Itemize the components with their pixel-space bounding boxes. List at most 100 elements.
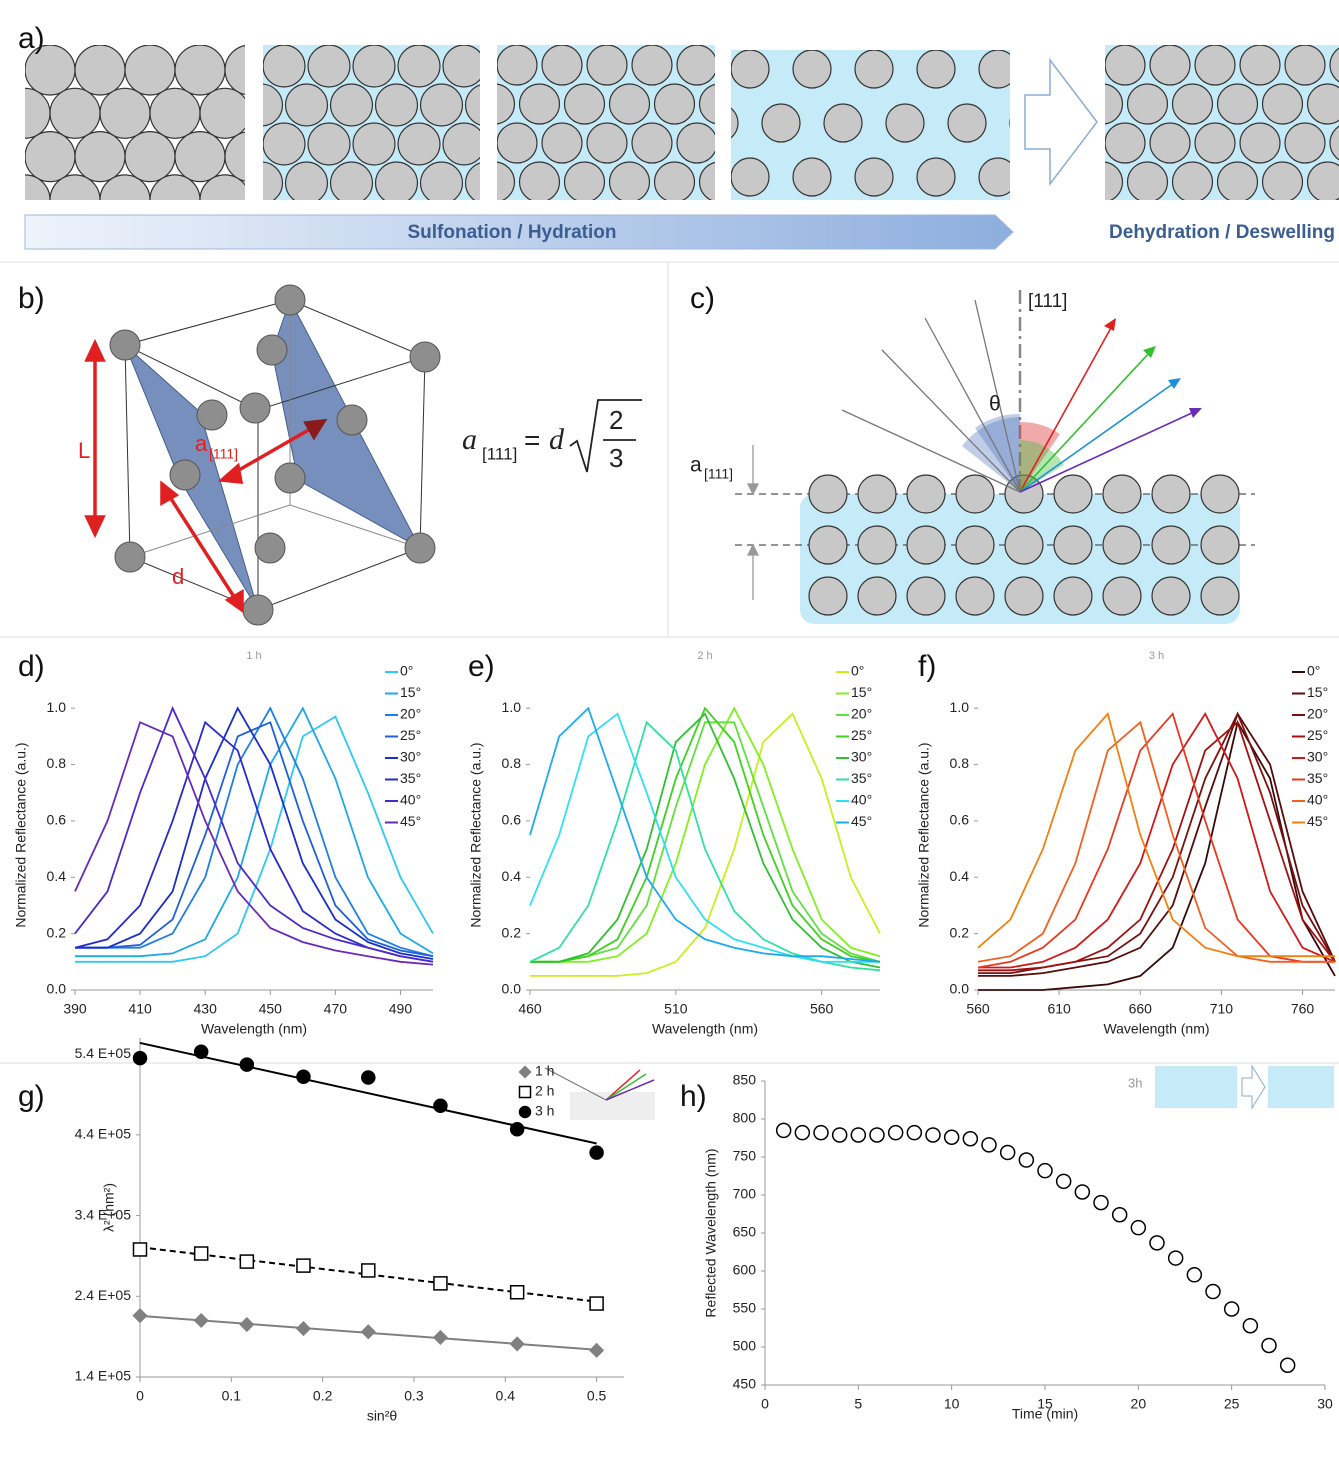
- y-tick-label: 0.2: [950, 924, 970, 940]
- marker: [1206, 1285, 1220, 1299]
- x-tick-label: 0.4: [496, 1388, 516, 1404]
- spectrum-line: [978, 722, 1335, 970]
- legend-label: 20°: [400, 706, 421, 722]
- spectrum-line: [75, 708, 433, 956]
- particle: [907, 526, 945, 564]
- particle: [376, 84, 418, 126]
- particle: [1010, 212, 1048, 250]
- particle: [1005, 577, 1043, 615]
- particle: [0, 88, 50, 138]
- marker: [982, 1138, 996, 1152]
- bragg-diagram: [735, 290, 1255, 624]
- particle: [25, 132, 75, 182]
- edge-label: L: [78, 438, 90, 463]
- particle: [1083, 162, 1123, 202]
- legend-label: 15°: [851, 684, 872, 700]
- x-axis-label: Wavelength (nm): [652, 1021, 758, 1037]
- marker: [590, 1344, 603, 1357]
- particle: [855, 50, 893, 88]
- marker: [1262, 1338, 1276, 1352]
- x-tick-label: 410: [128, 1001, 152, 1017]
- panel-label: b): [18, 282, 45, 315]
- particle: [1105, 123, 1145, 163]
- dehydration-label: Dehydration / Deswelling: [1109, 222, 1335, 243]
- marker: [195, 1314, 208, 1327]
- particle: [241, 84, 283, 126]
- y-tick-label: 0.4: [950, 868, 970, 884]
- y-tick-label: 0.6: [502, 812, 522, 828]
- marker: [362, 1071, 375, 1084]
- spacing-index: [111]: [704, 466, 733, 482]
- particle: [1173, 162, 1213, 202]
- x-tick-label: 610: [1047, 1001, 1071, 1017]
- particle: [587, 123, 627, 163]
- y-axis-label: Normalized Reflectance (a.u.): [468, 742, 484, 927]
- particle: [1285, 45, 1325, 85]
- panel-label: g): [18, 1080, 45, 1113]
- spectrum-line: [75, 708, 433, 962]
- marker: [511, 1123, 524, 1136]
- particle: [907, 475, 945, 513]
- spectrum-line: [978, 714, 1335, 976]
- y-tick-label: 1.0: [47, 699, 67, 715]
- marker: [814, 1126, 828, 1140]
- marker: [240, 1058, 253, 1071]
- particle: [1263, 162, 1303, 202]
- particle: [956, 577, 994, 615]
- x-axis-label: Wavelength (nm): [1103, 1021, 1209, 1037]
- axis-label: [111]: [1028, 291, 1067, 312]
- marker: [134, 1052, 147, 1065]
- marker: [1243, 1319, 1257, 1333]
- inset-g: [545, 1068, 655, 1120]
- inset-label: 3h: [1128, 1075, 1142, 1090]
- spectrum-line: [530, 708, 880, 962]
- particle: [497, 45, 537, 85]
- particle: [443, 45, 485, 87]
- angle-label: θ: [989, 393, 1001, 416]
- marker: [511, 1286, 524, 1299]
- marker: [297, 1322, 310, 1335]
- x-tick-label: 0: [136, 1388, 144, 1404]
- particle: [1060, 45, 1100, 85]
- particle: [125, 132, 175, 182]
- particle: [731, 50, 769, 88]
- x-tick-label: 560: [810, 1001, 834, 1017]
- panel-label: d): [18, 650, 45, 683]
- marker: [795, 1126, 809, 1140]
- marker: [434, 1331, 447, 1344]
- particle: [125, 45, 175, 95]
- particle: [542, 123, 582, 163]
- y-axis-label: Normalized Reflectance (a.u.): [916, 742, 932, 927]
- plane-label: a: [195, 431, 208, 456]
- particle: [886, 104, 924, 142]
- marker: [434, 1277, 447, 1290]
- equation-equals: =: [524, 424, 540, 455]
- particle: [1195, 45, 1235, 85]
- particle: [200, 88, 250, 138]
- x-tick-label: 10: [944, 1396, 960, 1412]
- particle: [443, 123, 485, 165]
- particle: [1152, 526, 1190, 564]
- particle: [979, 158, 1017, 196]
- particle: [858, 577, 896, 615]
- x-axis-label: Wavelength (nm): [201, 1021, 307, 1037]
- marker: [1187, 1268, 1201, 1282]
- y-tick-label: 1.0: [950, 699, 970, 715]
- y-tick-label: 450: [733, 1376, 757, 1392]
- marker: [1131, 1221, 1145, 1235]
- particle: [917, 158, 955, 196]
- particle: [1150, 123, 1190, 163]
- particle: [376, 162, 418, 204]
- y-tick-label: 550: [733, 1300, 757, 1316]
- y-tick-label: 500: [733, 1338, 757, 1354]
- y-tick-label: 0.4: [47, 868, 67, 884]
- legend-label: 40°: [851, 792, 872, 808]
- spectrum-line: [530, 722, 880, 970]
- y-tick-label: 1.4 E+05: [75, 1368, 132, 1384]
- particle: [1201, 526, 1239, 564]
- spectrum-line: [75, 708, 433, 956]
- figure: Sulfonation / Hydration Dehydration / De…: [0, 0, 1339, 1465]
- particle: [809, 577, 847, 615]
- marker: [590, 1146, 603, 1159]
- y-tick-label: 4.4 E+05: [75, 1126, 132, 1142]
